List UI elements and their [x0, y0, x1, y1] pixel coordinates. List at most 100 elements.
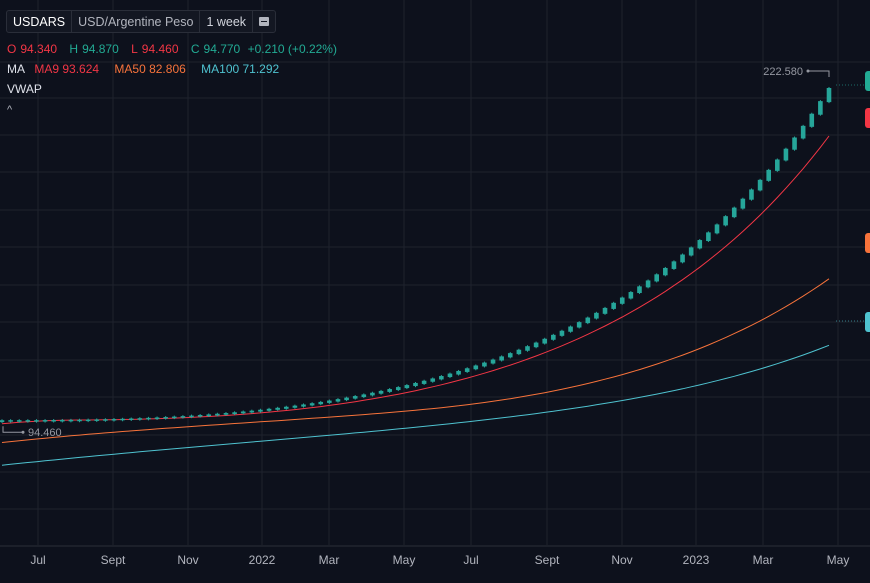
ma-legend[interactable]: MA MA9 93.624 MA50 82.806 MA100 71.292: [7, 62, 279, 76]
time-axis-label: Nov: [177, 553, 198, 567]
price-annotations: 222.580 94.460: [2, 66, 866, 439]
candle: [766, 169, 771, 181]
candle: [490, 359, 496, 364]
time-axis-label: Jul: [30, 553, 45, 567]
candle: [809, 113, 815, 127]
candle: [137, 418, 143, 420]
candle: [8, 420, 13, 422]
candle: [206, 414, 212, 417]
ma50-path: [1, 278, 830, 443]
candle: [516, 349, 522, 355]
interval-selector[interactable]: 1 week: [200, 11, 254, 32]
candle: [507, 353, 513, 358]
symbol-bar[interactable]: USDARS USD/Argentine Peso 1 week: [6, 10, 277, 33]
time-axis: Jul Sept Nov 2022 Mar May Jul Sept Nov 2023 Mar May: [0, 545, 870, 567]
candle: [103, 419, 108, 421]
time-axis-label: 2022: [249, 553, 276, 567]
candle: [25, 420, 31, 422]
candle: [85, 419, 91, 422]
close-label: C: [190, 42, 200, 56]
candle: [232, 412, 237, 415]
ma50-line: [1, 278, 830, 443]
candle: [533, 342, 539, 348]
candle: [327, 400, 332, 403]
symbol-description: USD/Argentine Peso: [72, 11, 201, 32]
price-scale-tag-ma9: [865, 108, 870, 128]
candle: [378, 390, 384, 394]
candle: [0, 420, 5, 423]
close-value: 94.770: [203, 42, 241, 56]
candle: [783, 148, 789, 161]
candle: [387, 389, 392, 392]
candle: [240, 411, 246, 414]
candle: [215, 413, 220, 416]
candle: [430, 378, 436, 382]
candle: [525, 346, 530, 351]
min-price-label: 94.460: [28, 427, 62, 439]
candle: [189, 415, 194, 418]
candle: [120, 418, 125, 421]
price-scale-tag-ma50: [865, 233, 870, 253]
price-scale-tag-ma100: [865, 312, 870, 332]
candle: [180, 416, 186, 418]
ma50-value: MA50 82.806: [114, 62, 186, 76]
candle: [594, 312, 599, 319]
candle: [34, 420, 39, 422]
collapse-legend-icon[interactable]: ^: [7, 104, 13, 116]
time-axis-label: May: [827, 553, 850, 567]
low-label: L: [131, 42, 138, 56]
candle: [740, 198, 746, 209]
price-scale-tag-close: [865, 71, 870, 91]
candle: [16, 420, 22, 422]
candle: [223, 413, 229, 415]
candle: [395, 387, 401, 391]
menu-icon: [259, 17, 270, 26]
candle: [559, 330, 565, 336]
candle: [128, 418, 134, 421]
candle: [680, 254, 685, 263]
candle: [628, 292, 634, 299]
candle: [68, 419, 74, 422]
candle: [585, 317, 591, 324]
candle: [619, 297, 625, 304]
candle: [292, 405, 298, 408]
ma100-line: [1, 344, 830, 466]
candle: [344, 397, 349, 401]
candle: [637, 286, 642, 294]
candle: [542, 338, 548, 344]
vwap-legend[interactable]: VWAP: [7, 82, 42, 96]
candle: [697, 240, 703, 249]
time-axis-label: Mar: [319, 553, 340, 567]
max-price-label: 222.580: [763, 66, 803, 78]
candle: [42, 420, 48, 422]
candle: [688, 247, 694, 256]
candle: [671, 261, 677, 269]
candle: [266, 408, 272, 411]
ma9-path: [1, 135, 830, 425]
time-axis-label: May: [393, 553, 416, 567]
ma100-value: MA100 71.292: [201, 62, 280, 76]
candle: [275, 407, 280, 410]
change-value: +0.210 (+0.22%): [247, 42, 337, 56]
chart-grid: [0, 0, 870, 545]
candle: [421, 380, 427, 384]
candle: [775, 159, 780, 171]
candle: [309, 403, 315, 406]
candle: [352, 396, 358, 399]
candle: [456, 370, 461, 375]
ma9-value: MA9 93.624: [34, 62, 100, 76]
open-value: 94.340: [20, 42, 58, 56]
candle: [663, 267, 668, 276]
candle: [499, 356, 504, 361]
candle: [757, 179, 763, 191]
candle: [404, 385, 410, 389]
time-axis-label: 2023: [683, 553, 710, 567]
candles: [0, 87, 832, 424]
candle: [301, 404, 306, 407]
candle: [482, 362, 487, 367]
candle: [645, 280, 651, 288]
symbol-name[interactable]: USDARS: [7, 11, 73, 32]
candle: [60, 419, 65, 422]
interval-menu-button[interactable]: [253, 11, 275, 32]
